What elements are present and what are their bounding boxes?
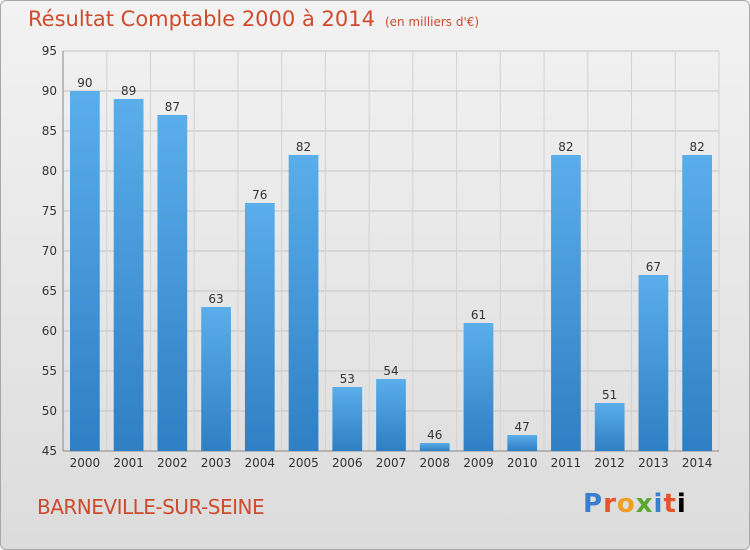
title-text: Résultat Comptable 2000 à 2014 [28,7,375,31]
commune-name: BARNEVILLE-SUR-SEINE [37,495,265,519]
y-tick-label: 45 [42,444,57,458]
x-tick-label: 2006 [332,456,363,470]
data-label-2002: 87 [165,100,180,114]
data-label-2000: 90 [77,76,92,90]
y-tick-label: 90 [42,84,57,98]
bar-2010 [507,435,538,451]
y-tick-label: 70 [42,244,57,258]
logo-letter: r [603,489,617,519]
y-tick-label: 65 [42,284,57,298]
x-tick-label: 2002 [157,456,188,470]
data-label-2014: 82 [689,140,704,154]
logo-letter: o [616,489,636,519]
data-label-2005: 82 [296,140,311,154]
labels: 45 50 55 60 65 70 75 80 85 90 95 90 2000 89 2001 87 2002… [42,44,713,470]
bar-2008 [419,443,450,451]
bar-2001 [113,99,144,451]
x-tick-label: 2012 [594,456,625,470]
x-tick-label: 2005 [288,456,319,470]
chart-title: Résultat Comptable 2000 à 2014 (en millie… [28,7,479,31]
x-tick-label: 2013 [638,456,669,470]
x-tick-label: 2008 [419,456,450,470]
bar-2003 [201,307,231,451]
y-tick-label: 55 [42,364,57,378]
bars [69,91,713,451]
bar-2012 [594,403,625,451]
y-tick-label: 85 [42,124,57,138]
y-tick-label: 95 [42,44,57,58]
y-tick-label: 80 [42,164,57,178]
y-tick-label: 50 [42,404,57,418]
x-tick-label: 2011 [551,456,582,470]
data-label-2010: 47 [515,420,530,434]
y-tick-label: 60 [42,324,57,338]
bar-2007 [376,379,406,451]
data-label-2006: 53 [340,372,355,386]
bar-2006 [332,387,363,451]
bar-2013 [638,275,669,451]
x-tick-label: 2009 [463,456,494,470]
x-tick-label: 2014 [682,456,713,470]
x-tick-label: 2001 [113,456,144,470]
data-label-2003: 63 [208,292,223,306]
proxiti-logo: Proxiti [583,489,687,519]
x-tick-label: 2010 [507,456,538,470]
data-label-2011: 82 [558,140,573,154]
x-tick-label: 2003 [201,456,232,470]
data-label-2001: 89 [121,84,136,98]
bar-2011 [551,155,581,451]
data-label-2013: 67 [646,260,661,274]
logo-letter: i [676,489,687,519]
data-label-2007: 54 [383,364,398,378]
bar-2002 [157,115,188,451]
bar-2005 [288,155,319,451]
x-tick-label: 2000 [70,456,101,470]
x-tick-label: 2004 [245,456,276,470]
bar-2014 [682,155,713,451]
logo-letter: x [635,489,654,519]
logo-letter: t [663,489,677,519]
y-tick-label: 75 [42,204,57,218]
bar-2009 [463,323,494,451]
bar-2004 [244,203,275,451]
logo-letter: i [653,489,664,519]
data-label-2009: 61 [471,308,486,322]
title-unit: (en milliers d'€) [384,15,480,29]
x-tick-label: 2007 [376,456,407,470]
bar-2000 [69,91,100,451]
data-label-2004: 76 [252,188,267,202]
data-label-2012: 51 [602,388,617,402]
data-label-2008: 46 [427,428,442,442]
logo-letter: P [583,489,604,519]
